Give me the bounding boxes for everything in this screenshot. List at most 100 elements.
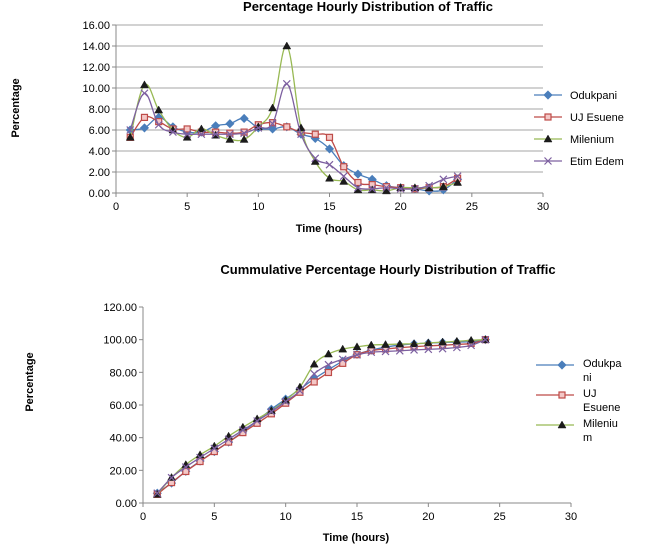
y-tick-label: 8.00	[89, 104, 110, 116]
series-line	[156, 339, 486, 494]
data-point	[395, 346, 404, 355]
y-tick-label: 20.00	[109, 465, 137, 477]
x-tick-label: 20	[395, 201, 407, 213]
data-point	[311, 130, 319, 138]
series-milenium	[125, 41, 463, 195]
data-point	[140, 80, 149, 89]
data-point	[140, 89, 149, 98]
data-point	[338, 355, 347, 364]
x-tick-label: 25	[494, 511, 506, 523]
data-point	[409, 339, 419, 347]
data-point	[366, 340, 376, 349]
data-point	[353, 169, 363, 179]
series-milenium	[152, 335, 490, 498]
data-point	[225, 134, 235, 143]
data-point	[310, 369, 319, 378]
data-point	[325, 160, 334, 169]
data-point	[125, 132, 135, 141]
data-point	[167, 473, 176, 482]
x-tick-label: 30	[565, 511, 577, 523]
data-point	[424, 345, 433, 354]
data-point	[324, 144, 335, 154]
data-point	[453, 172, 462, 181]
y-tick-label: 80.00	[109, 367, 137, 379]
data-point	[196, 457, 204, 466]
data-point	[396, 184, 405, 193]
data-point	[139, 123, 150, 133]
data-point	[438, 344, 447, 353]
data-point	[438, 337, 448, 346]
data-point	[395, 339, 405, 348]
x-tick-label: 5	[211, 511, 217, 523]
data-point	[281, 397, 290, 406]
x-tick-label: 10	[280, 511, 292, 523]
data-point	[267, 407, 276, 416]
legend-label: ni	[583, 372, 592, 384]
data-point	[410, 184, 419, 193]
tick-labels: 0.00 2.00 4.00 6.00 8.00 10.00 12.00 14.00 16.00…	[82, 20, 549, 213]
data-point	[268, 103, 277, 112]
y-tick-label: 2.00	[89, 167, 110, 179]
data-point	[438, 182, 448, 190]
data-point	[354, 183, 362, 192]
legend-marker	[543, 90, 553, 100]
y-tick-label: 0.00	[89, 188, 110, 200]
series-etim-edem	[153, 335, 490, 498]
data-point	[126, 126, 135, 134]
data-point	[423, 338, 433, 347]
data-point	[239, 113, 249, 124]
data-point	[453, 177, 463, 186]
series-lines	[152, 335, 490, 498]
legend-item: Odukpani	[534, 90, 617, 102]
data-point	[339, 359, 347, 367]
data-point	[282, 79, 291, 88]
y-tick-label: 100.00	[103, 335, 137, 347]
data-point	[340, 163, 348, 171]
y-tick-label: 120.00	[103, 302, 137, 314]
legend-marker	[543, 134, 553, 143]
series-uj-esuene	[126, 113, 462, 193]
bottom-chart: Cummulative Percentage Hourly Distributi…	[24, 262, 622, 544]
data-point	[210, 444, 219, 453]
legend-marker	[557, 420, 567, 429]
legend-label: Odukpa	[583, 358, 622, 370]
legend-marker	[544, 113, 552, 121]
data-point	[239, 134, 249, 143]
series-uj-esuene	[153, 336, 489, 498]
data-point	[183, 125, 191, 133]
x-tick-label: 0	[113, 201, 119, 213]
data-point	[183, 130, 192, 139]
series-line	[129, 115, 458, 190]
data-point	[467, 341, 476, 350]
y-tick-label: 0.00	[116, 498, 137, 510]
y-tick-label: 16.00	[82, 20, 110, 32]
series-line	[156, 339, 486, 495]
series-line	[129, 45, 458, 192]
series-odukpani	[152, 335, 490, 498]
x-tick-label: 10	[252, 201, 264, 213]
data-point	[154, 120, 163, 129]
chart-title: Percentage Hourly Distribution of Traffi…	[243, 0, 493, 14]
data-point	[338, 344, 348, 353]
data-point	[211, 130, 220, 139]
legend-item: Milenium	[534, 134, 614, 146]
legend-label: Mileniu	[583, 418, 618, 430]
data-point	[225, 130, 234, 139]
y-axis-label: Percentage	[24, 352, 36, 411]
legend-marker	[544, 157, 552, 165]
data-point	[197, 130, 206, 139]
legend-label: Etim Edem	[570, 156, 624, 168]
data-point	[310, 378, 318, 386]
legend-item: Etim Edem	[534, 156, 624, 168]
legend-item: UJ Esuene	[534, 112, 624, 124]
x-tick-label: 25	[466, 201, 478, 213]
data-point	[311, 154, 320, 163]
data-point	[325, 133, 334, 141]
data-point	[439, 175, 448, 184]
legend-item: Odukpa ni	[536, 358, 622, 384]
legend-marker	[558, 391, 566, 399]
legend-marker	[557, 360, 567, 370]
series-lines	[125, 41, 463, 196]
data-point	[196, 124, 206, 133]
